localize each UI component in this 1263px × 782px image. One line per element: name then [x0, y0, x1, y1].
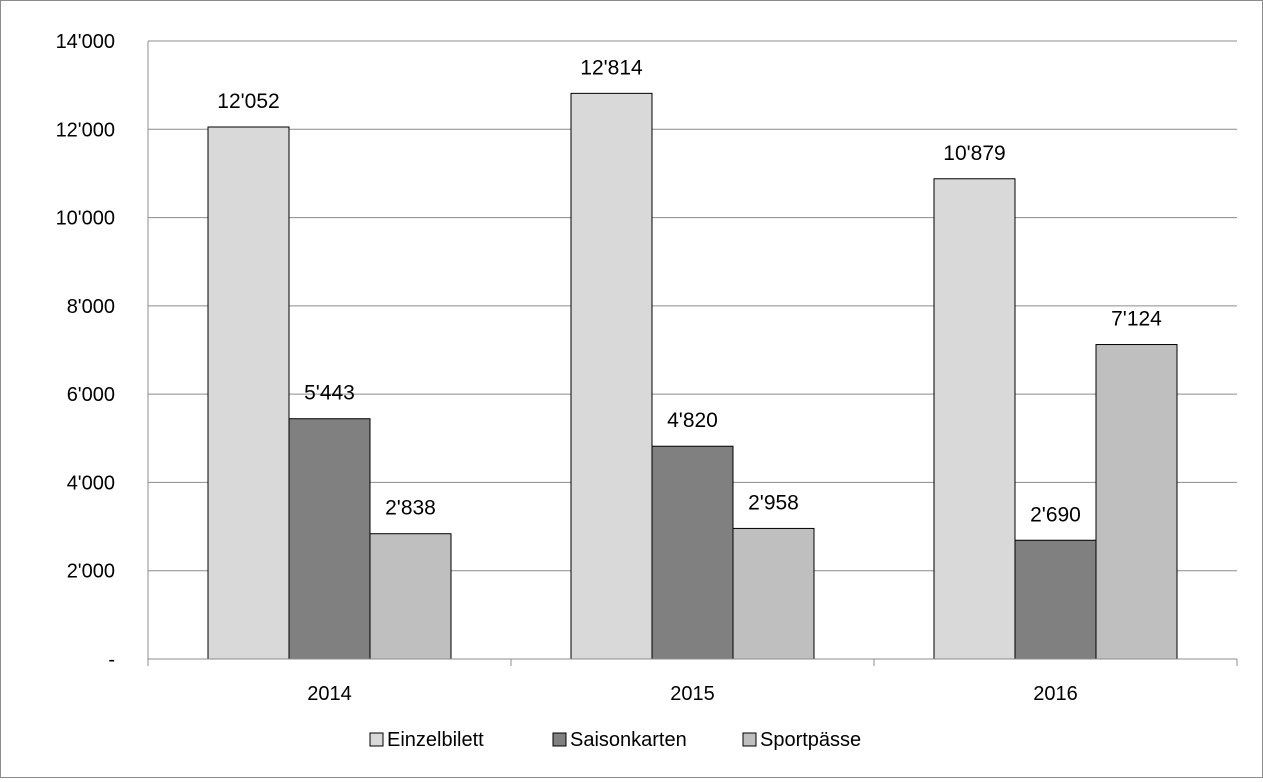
data-label: 12'052	[217, 90, 279, 113]
legend-item-sportpässe: Sportpässe	[742, 729, 861, 751]
data-label: 2'838	[385, 497, 436, 520]
y-tick-label: 12'000	[56, 119, 115, 141]
bar-saisonkarten-2016	[1014, 539, 1097, 660]
data-label: 7'124	[1111, 308, 1162, 331]
data-label: 5'443	[304, 382, 355, 405]
axes	[147, 41, 1238, 666]
bar-saisonkarten-2014	[288, 418, 371, 660]
bar-einzelbilett-2016	[933, 178, 1016, 660]
legend-item-saisonkarten: Saisonkarten	[552, 729, 687, 751]
y-tick-label: 10'000	[56, 208, 115, 230]
legend: Einzelbilett Saisonkarten Sportpässe	[369, 729, 861, 751]
x-axis-ticks: 2014 2015 2016	[307, 683, 1078, 705]
legend-swatch	[552, 732, 567, 747]
y-tick-label: 6'000	[67, 384, 115, 406]
legend-label: Einzelbilett	[387, 729, 484, 751]
legend-swatch	[369, 732, 384, 747]
y-tick-label: 8'000	[67, 296, 115, 318]
data-label: 2'958	[748, 491, 799, 514]
data-label: 4'820	[667, 409, 718, 432]
y-tick-label: 14'000	[56, 31, 115, 53]
data-label: 10'879	[943, 142, 1005, 165]
x-tick-label: 2015	[670, 683, 715, 705]
bar-einzelbilett-2014	[207, 126, 290, 660]
legend-label: Saisonkarten	[570, 729, 687, 751]
bar-sportpässe-2014	[369, 533, 452, 660]
legend-label: Sportpässe	[760, 729, 861, 751]
bar-sportpässe-2015	[732, 527, 815, 660]
y-axis-ticks: - 2'000 4'000 6'000 8'000 10'000 12'000 14'000	[56, 31, 115, 671]
y-tick-label: 4'000	[67, 472, 115, 494]
data-labels: 12'052 5'443 2'838 12'814 4'820 2'958 10'879 2'…	[217, 56, 1162, 526]
data-label: 2'690	[1030, 503, 1081, 526]
y-tick-label: -	[108, 649, 115, 671]
y-tick-label: 2'000	[67, 561, 115, 583]
bar-saisonkarten-2015	[651, 445, 734, 660]
x-tick-label: 2014	[307, 683, 352, 705]
bar-einzelbilett-2015	[570, 92, 653, 660]
bars	[207, 92, 1178, 660]
legend-item-einzelbilett: Einzelbilett	[369, 729, 484, 751]
x-tick-label: 2016	[1033, 683, 1078, 705]
data-label: 12'814	[580, 56, 643, 79]
legend-swatch	[742, 732, 757, 747]
bar-sportpässe-2016	[1095, 344, 1178, 660]
